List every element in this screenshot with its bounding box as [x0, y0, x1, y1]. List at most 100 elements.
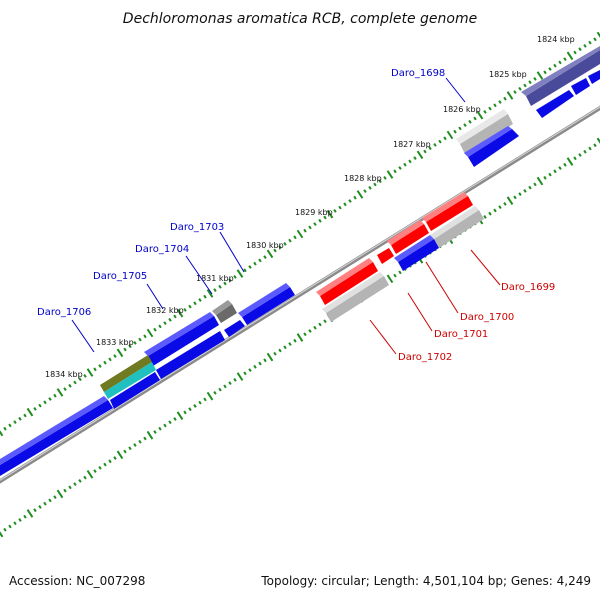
gene-1698-b[interactable] [571, 78, 590, 95]
tick-mark-minor [3, 527, 7, 532]
tick-mark-minor [548, 67, 552, 71]
tick-mark-minor [503, 96, 507, 101]
gene-label-daro-1705[interactable]: Daro_1705 [93, 271, 147, 282]
tick-mark-minor [183, 308, 187, 312]
gene-daro-1702-red[interactable] [320, 262, 378, 305]
tick-mark-minor [523, 188, 527, 193]
tick-mark-minor [253, 261, 257, 266]
gene-label-daro-1699[interactable]: Daro_1699 [501, 282, 555, 293]
tick-mark-minor [128, 446, 132, 451]
gene-1827-top [464, 126, 512, 157]
tick-mark-major [386, 274, 394, 284]
gene-row2-a[interactable] [156, 331, 225, 379]
tick-mark-minor [93, 367, 97, 372]
tick-mark-minor [123, 449, 127, 454]
tick-mark-major [596, 31, 600, 38]
tick-mark-minor [258, 258, 262, 263]
gene-daro-1704[interactable] [224, 320, 245, 337]
tick-mark-major [596, 137, 600, 144]
pseudo-gene-1702[interactable] [326, 276, 389, 322]
gene-dark-small[interactable] [216, 304, 237, 323]
tick-mark-major [566, 51, 574, 61]
gene-daro-1705[interactable] [148, 316, 219, 366]
gene-label-daro-1706[interactable]: Daro_1706 [37, 307, 91, 318]
gene-daro-1699-red-top [422, 192, 468, 222]
tick-mark-minor [18, 518, 22, 522]
tick-mark-minor [38, 403, 42, 408]
tick-mark-minor [198, 298, 202, 302]
tick-mark-major [26, 509, 34, 518]
gene-daro-1706-olive[interactable] [100, 355, 152, 392]
label-connectors [71, 77, 501, 355]
tick-mark-minor [43, 501, 47, 506]
gene-row3-b-top [0, 396, 108, 465]
tick-mark-minor [83, 374, 87, 378]
gene-1827[interactable] [468, 129, 519, 167]
tick-label-1832: 1832 kbp [146, 306, 184, 315]
tick-mark-minor [23, 413, 27, 418]
gene-label-daro-1701[interactable]: Daro_1701 [434, 329, 488, 340]
tick-mark-major [86, 470, 94, 479]
gene-1698-c[interactable] [588, 70, 600, 84]
tick-mark-minor [503, 202, 507, 206]
tick-mark-minor [528, 80, 532, 85]
tick-mark-minor [333, 209, 337, 213]
tick-mark-minor [173, 314, 177, 319]
tick-mark-minor [3, 426, 7, 431]
tick-mark-minor [588, 40, 592, 45]
gene-label-daro-1704[interactable]: Daro_1704 [135, 244, 189, 255]
gene-daro-1698[interactable] [536, 90, 574, 118]
tick-label-1830: 1830 kbp [246, 241, 284, 250]
tick-mark-major [0, 531, 4, 538]
tick-mark-minor [348, 199, 352, 203]
gene-daro-1700-red[interactable] [391, 224, 429, 254]
gene-daro-1706-teal[interactable] [104, 362, 156, 399]
gene-row3-a[interactable] [110, 372, 160, 409]
gene-daro-1703[interactable] [242, 287, 295, 325]
tick-mark-minor [203, 397, 207, 402]
tick-label-1825: 1825 kbp [489, 70, 527, 79]
tick-mark-minor [218, 387, 222, 392]
tick-mark-major [266, 249, 274, 259]
tick-mark-minor [108, 357, 112, 362]
tick-mark-minor [288, 238, 292, 243]
tick-mark-minor [573, 50, 577, 55]
tick-mark-minor [563, 162, 567, 167]
gene-row3-b[interactable] [0, 400, 113, 476]
tick-mark-minor [373, 182, 377, 187]
tick-mark-minor [518, 86, 522, 91]
tick-mark-minor [78, 478, 82, 483]
tick-mark-minor [243, 268, 247, 273]
tick-mark-major [116, 348, 124, 358]
tick-mark-minor [253, 364, 257, 369]
tick-mark-minor [528, 185, 532, 190]
pseudo-gene-1826[interactable] [460, 114, 513, 154]
tick-mark-minor [518, 192, 522, 197]
gene-daro-1698-dark-top [521, 46, 600, 96]
tick-mark-minor [63, 387, 67, 391]
tick-mark-minor [83, 475, 87, 480]
gene-label-daro-1700[interactable]: Daro_1700 [460, 312, 514, 323]
tick-mark-minor [193, 404, 197, 408]
tick-mark-minor [593, 37, 597, 42]
gene-label-daro-1703[interactable]: Daro_1703 [170, 222, 224, 233]
tick-mark-minor [183, 410, 187, 415]
gene-daro-1699-red[interactable] [426, 196, 473, 231]
tick-mark-minor [288, 342, 292, 346]
gene-daro-1698-dark[interactable] [526, 50, 600, 106]
tick-mark-minor [353, 195, 357, 200]
tick-label-1827: 1827 kbp [393, 140, 431, 149]
tick-mark-minor [558, 166, 562, 170]
gene-label-daro-1702[interactable]: Daro_1702 [398, 352, 452, 363]
tick-mark-minor [588, 146, 592, 151]
pseudo-gene-1699[interactable] [434, 210, 484, 248]
tick-mark-minor [143, 334, 147, 339]
gene-daro-1701[interactable] [398, 239, 439, 271]
gene-daro-1701-red[interactable] [377, 248, 394, 264]
gene-label-daro-1698[interactable]: Daro_1698 [391, 68, 445, 79]
tick-mark-minor [423, 149, 427, 154]
tick-mark-minor [433, 143, 437, 147]
gene-daro-1700-red-top [387, 220, 424, 245]
tick-mark-minor [368, 185, 372, 190]
tick-label-1828: 1828 kbp [344, 174, 382, 183]
